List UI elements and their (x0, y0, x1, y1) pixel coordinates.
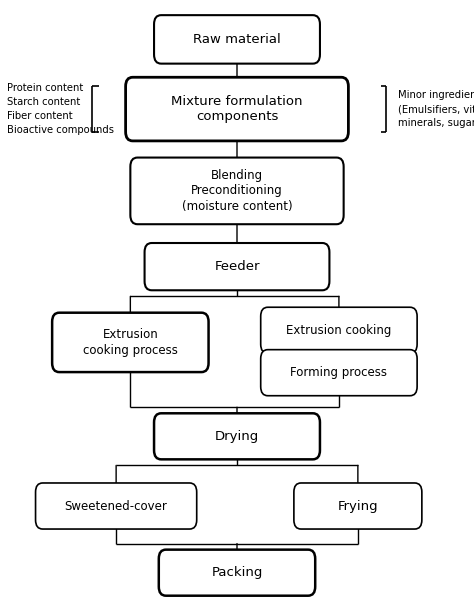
Text: Packing: Packing (211, 566, 263, 579)
Text: Forming process: Forming process (291, 366, 387, 379)
Text: Mixture formulation
components: Mixture formulation components (171, 95, 303, 124)
FancyBboxPatch shape (154, 15, 320, 64)
FancyBboxPatch shape (294, 483, 422, 529)
FancyBboxPatch shape (52, 313, 209, 372)
Text: Sweetened-cover: Sweetened-cover (64, 499, 168, 513)
FancyBboxPatch shape (130, 158, 344, 224)
FancyBboxPatch shape (36, 483, 197, 529)
FancyBboxPatch shape (159, 550, 315, 596)
FancyBboxPatch shape (154, 413, 320, 459)
Text: Raw material: Raw material (193, 33, 281, 46)
Text: Extrusion
cooking process: Extrusion cooking process (83, 328, 178, 357)
FancyBboxPatch shape (126, 77, 348, 141)
Text: Blending
Preconditioning
(moisture content): Blending Preconditioning (moisture conte… (182, 169, 292, 213)
Text: Protein content
Starch content
Fiber content
Bioactive compounds: Protein content Starch content Fiber con… (7, 83, 114, 135)
Text: Drying: Drying (215, 430, 259, 443)
Text: Frying: Frying (337, 499, 378, 513)
Text: Feeder: Feeder (214, 260, 260, 273)
FancyBboxPatch shape (261, 307, 417, 353)
Text: Minor ingredients
(Emulsifiers, vitamins,
minerals, sugar): Minor ingredients (Emulsifiers, vitamins… (398, 90, 474, 128)
FancyBboxPatch shape (145, 243, 329, 290)
Text: Extrusion cooking: Extrusion cooking (286, 324, 392, 337)
FancyBboxPatch shape (261, 350, 417, 396)
